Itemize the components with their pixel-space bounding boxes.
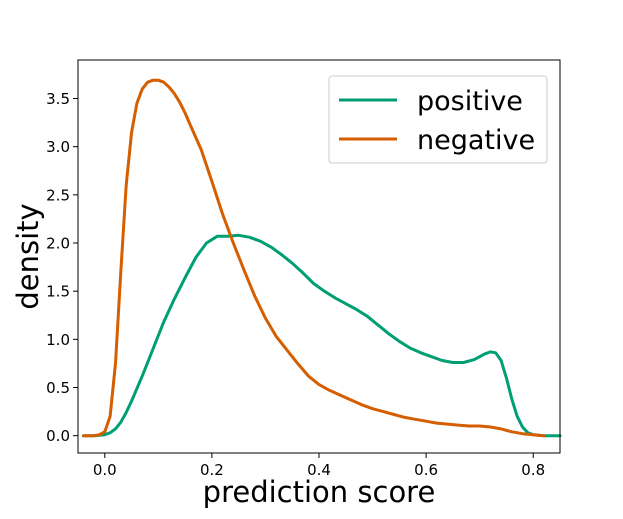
x-axis: 0.0 0.2 0.4 0.6 0.8 xyxy=(93,453,545,479)
y-tick-label: 2.0 xyxy=(46,235,70,253)
y-tick-label: 0.5 xyxy=(46,379,70,397)
x-tick-label: 0.0 xyxy=(93,461,117,479)
series-line-negative xyxy=(81,78,546,438)
legend: positive negative xyxy=(328,75,548,164)
y-tick-label: 3.5 xyxy=(46,90,70,108)
y-tick-label: 0.0 xyxy=(46,427,70,445)
y-tick-label: 1.5 xyxy=(46,283,70,301)
y-tick-label: 1.0 xyxy=(46,331,70,349)
legend-label-negative: negative xyxy=(417,125,535,156)
x-tick-label: 0.2 xyxy=(200,461,224,479)
x-tick-label: 0.8 xyxy=(521,461,545,479)
legend-label-positive: positive xyxy=(417,86,523,117)
y-tick-label: 2.5 xyxy=(46,186,70,204)
legend-box xyxy=(328,75,548,164)
x-axis-label: prediction score xyxy=(203,475,436,509)
y-axis-label: density xyxy=(11,203,45,309)
y-axis: 0.0 0.5 1.0 1.5 2.0 2.5 3.0 3.5 xyxy=(46,90,78,445)
series-layer xyxy=(81,78,562,438)
x-tick-label: 0.6 xyxy=(414,461,438,479)
series-line-positive xyxy=(81,233,562,438)
x-tick-label: 0.4 xyxy=(307,461,331,479)
y-tick-label: 3.0 xyxy=(46,138,70,156)
